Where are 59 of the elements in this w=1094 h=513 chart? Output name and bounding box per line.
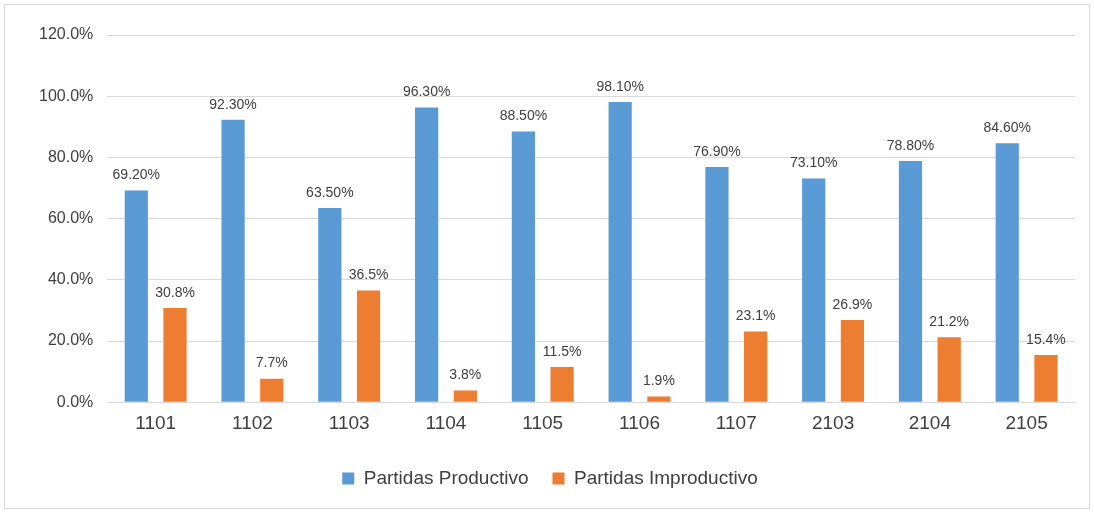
data-label: 3.8% bbox=[449, 366, 482, 383]
data-label: 73.10% bbox=[789, 154, 838, 171]
data-label: 7.7% bbox=[255, 354, 288, 371]
legend-label: Partidas Productivo bbox=[363, 466, 529, 488]
data-label: 15.4% bbox=[1026, 330, 1066, 347]
x-tick-label: 1104 bbox=[425, 411, 467, 433]
bar bbox=[995, 143, 1019, 402]
data-label: 92.30% bbox=[209, 95, 257, 112]
data-label: 84.60% bbox=[983, 119, 1031, 136]
bar bbox=[840, 319, 865, 402]
bar bbox=[318, 207, 342, 402]
data-label: 78.80% bbox=[886, 136, 935, 153]
data-label: 30.8% bbox=[155, 283, 195, 300]
x-tick-label: 2105 bbox=[1005, 411, 1048, 433]
data-label: 26.9% bbox=[832, 295, 873, 312]
bar bbox=[1034, 355, 1058, 402]
legend-label: Partidas Improductivo bbox=[574, 466, 758, 488]
bar bbox=[937, 337, 961, 402]
bar bbox=[705, 166, 729, 402]
data-label: 96.30% bbox=[402, 83, 451, 100]
data-label: 88.50% bbox=[499, 107, 548, 124]
bar bbox=[511, 131, 535, 402]
bar bbox=[898, 161, 923, 402]
bar bbox=[453, 390, 477, 402]
bar bbox=[260, 378, 284, 402]
data-label: 98.10% bbox=[596, 77, 644, 94]
bar bbox=[221, 119, 245, 402]
data-label: 11.5% bbox=[542, 342, 582, 359]
x-tick-label: 1103 bbox=[328, 411, 370, 433]
bar bbox=[744, 331, 768, 402]
y-tick-label: 120.0% bbox=[39, 25, 94, 43]
y-tick-label: 60.0% bbox=[47, 209, 94, 227]
x-tick-label: 1106 bbox=[619, 411, 660, 433]
x-tick-label: 1102 bbox=[232, 411, 273, 433]
bar bbox=[550, 367, 574, 402]
data-label: 36.5% bbox=[348, 266, 389, 283]
x-tick-label: 1105 bbox=[522, 411, 564, 433]
data-label: 1.9% bbox=[642, 372, 675, 389]
y-tick-label: 20.0% bbox=[47, 331, 94, 349]
bar bbox=[608, 102, 632, 402]
bar bbox=[356, 290, 381, 402]
x-tick-label: 2104 bbox=[908, 411, 952, 433]
bar bbox=[124, 190, 148, 402]
data-label: 21.2% bbox=[929, 313, 970, 330]
x-tick-label: 2103 bbox=[811, 411, 855, 433]
y-tick-label: 100.0% bbox=[39, 86, 94, 104]
data-label: 69.20% bbox=[112, 166, 161, 183]
data-label: 63.50% bbox=[306, 183, 354, 200]
y-tick-label: 80.0% bbox=[47, 147, 94, 165]
y-tick-label: 40.0% bbox=[47, 270, 94, 288]
x-tick-label: 1101 bbox=[135, 411, 177, 433]
data-label: 23.1% bbox=[735, 307, 776, 324]
y-tick-label: 0.0% bbox=[56, 392, 94, 410]
data-label: 76.90% bbox=[693, 142, 741, 159]
x-tick-label: 1107 bbox=[715, 411, 757, 433]
bar bbox=[647, 396, 671, 402]
bar bbox=[415, 107, 439, 402]
bar bbox=[802, 178, 826, 402]
bar bbox=[163, 307, 187, 402]
